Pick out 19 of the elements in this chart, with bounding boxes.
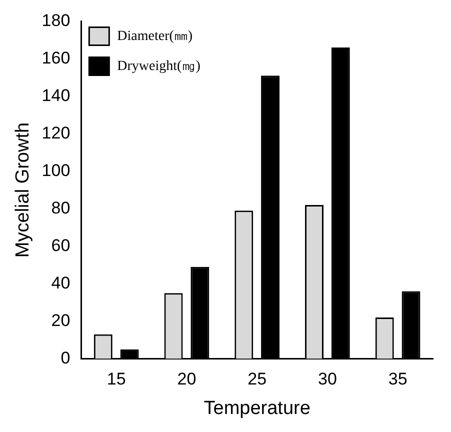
legend-label: Dryweight(㎎) xyxy=(117,58,201,74)
x-axis-title: Temperature xyxy=(204,398,310,419)
y-tick-label: 140 xyxy=(42,86,70,105)
y-tick-label: 160 xyxy=(42,48,70,68)
x-tick-label: 15 xyxy=(106,370,126,389)
x-tick-label: 25 xyxy=(248,370,267,389)
y-tick-label: 120 xyxy=(42,123,70,142)
legend-label: Diameter(㎜) xyxy=(117,28,193,44)
x-tick-label: 30 xyxy=(318,370,337,389)
y-tick-label: 20 xyxy=(51,310,70,330)
y-tick-label: 180 xyxy=(42,10,70,30)
y-tick-label: 80 xyxy=(51,198,70,218)
y-tick-label: 0 xyxy=(60,348,70,368)
y-tick-label: 100 xyxy=(42,160,70,180)
y-axis-title: Mycelial Growth xyxy=(12,122,34,258)
x-tick-label: 35 xyxy=(388,370,408,389)
y-tick-label: 60 xyxy=(51,236,70,255)
y-tick-label: 40 xyxy=(51,273,70,292)
x-tick-label: 20 xyxy=(177,370,196,389)
